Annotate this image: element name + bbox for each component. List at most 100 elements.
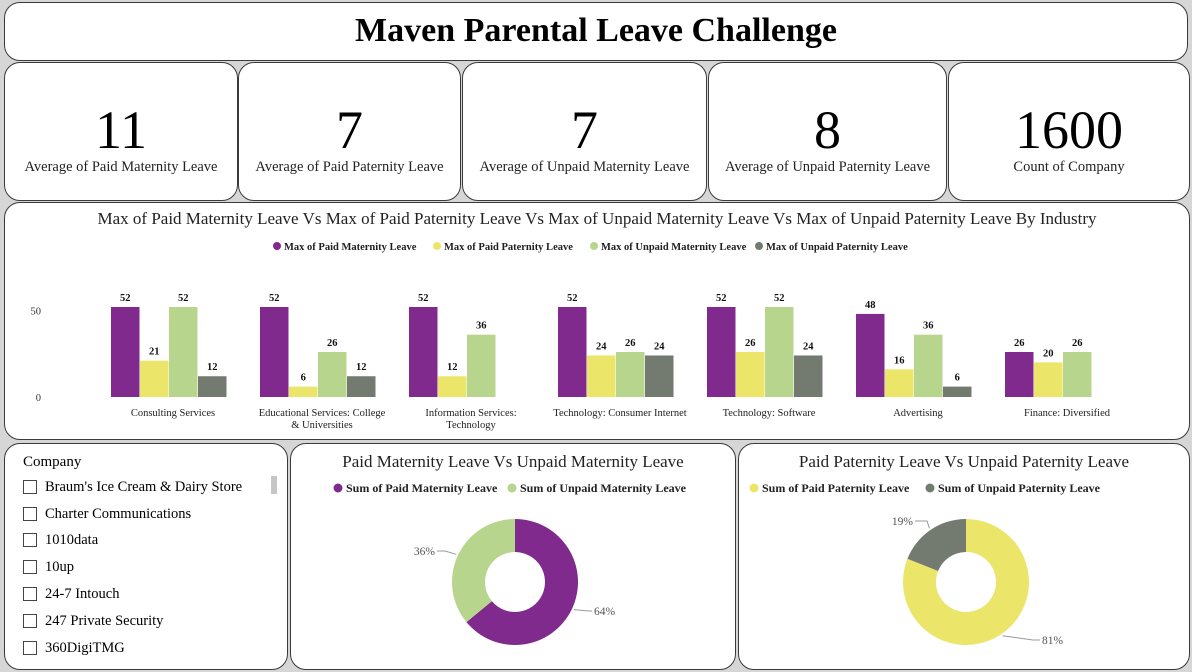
kpi-label: Average of Unpaid Paternity Leave bbox=[724, 159, 931, 175]
bar[interactable] bbox=[885, 369, 914, 397]
bar[interactable] bbox=[111, 307, 140, 397]
slicer-item[interactable]: 247 Private Security bbox=[23, 611, 163, 631]
slicer-item-label: 24-7 Intouch bbox=[45, 585, 120, 602]
bar[interactable] bbox=[409, 307, 438, 397]
data-label: 36 bbox=[923, 321, 934, 332]
slicer-item-label: Braum's Ice Cream & Dairy Store bbox=[45, 478, 243, 495]
x-tick-label: Information Services: Technology bbox=[425, 408, 516, 431]
data-label: 52 bbox=[269, 293, 280, 304]
bar[interactable] bbox=[943, 386, 972, 397]
bar[interactable] bbox=[794, 355, 823, 397]
kpi-value: 11 bbox=[95, 100, 147, 160]
bar[interactable] bbox=[1063, 352, 1092, 397]
donut-slice[interactable] bbox=[907, 519, 966, 571]
bar[interactable] bbox=[645, 355, 674, 397]
bar[interactable] bbox=[198, 376, 227, 397]
bar[interactable] bbox=[765, 307, 794, 397]
kpi-card-company-count: 1600 Count of Company bbox=[948, 62, 1190, 201]
kpi-label: Count of Company bbox=[1013, 159, 1125, 175]
slicer-item[interactable]: 10up bbox=[23, 557, 74, 577]
percent-label: 36% bbox=[414, 546, 436, 558]
bar[interactable] bbox=[616, 352, 645, 397]
slicer-item[interactable]: 360DigiTMG bbox=[23, 638, 125, 658]
legend-marker bbox=[749, 483, 759, 493]
slicer-title: Company bbox=[23, 454, 82, 470]
donut-slice[interactable] bbox=[466, 519, 578, 645]
slicer-scrollbar[interactable] bbox=[271, 476, 277, 494]
bar[interactable] bbox=[467, 334, 496, 397]
data-label: 12 bbox=[207, 362, 218, 373]
data-label: 52 bbox=[178, 293, 189, 304]
data-label: 24 bbox=[803, 341, 814, 352]
checkbox[interactable] bbox=[23, 533, 37, 547]
x-tick-label: Educational Services: College & Universit… bbox=[259, 408, 386, 431]
checkbox[interactable] bbox=[23, 480, 37, 494]
data-label: 26 bbox=[1072, 338, 1083, 349]
donut-title: Paid Maternity Leave Vs Unpaid Maternity… bbox=[342, 452, 684, 471]
donut-slice[interactable] bbox=[903, 519, 1029, 645]
slicer-item[interactable]: Braum's Ice Cream & Dairy Store bbox=[23, 477, 242, 497]
bar[interactable] bbox=[260, 307, 289, 397]
dashboard-title: Maven Parental Leave Challenge bbox=[355, 12, 837, 49]
bar[interactable] bbox=[169, 307, 198, 397]
slicer-item-label: 360DigiTMG bbox=[45, 639, 125, 656]
checkbox[interactable] bbox=[23, 507, 37, 521]
checkbox[interactable] bbox=[23, 641, 37, 655]
kpi-label: Average of Paid Paternity Leave bbox=[255, 159, 444, 175]
data-label: 52 bbox=[774, 293, 785, 304]
x-tick-label: Advertising bbox=[893, 408, 943, 419]
bar[interactable] bbox=[1034, 362, 1063, 397]
data-label: 12 bbox=[356, 362, 367, 373]
legend-label: Max of Unpaid Maternity Leave bbox=[601, 242, 747, 253]
checkbox[interactable] bbox=[23, 560, 37, 574]
donut-slice[interactable] bbox=[452, 519, 515, 623]
bar[interactable] bbox=[707, 307, 736, 397]
x-tick-label: Technology: Software bbox=[723, 408, 816, 419]
kpi-value: 8 bbox=[814, 100, 841, 160]
data-label: 52 bbox=[716, 293, 727, 304]
legend-label: Sum of Unpaid Paternity Leave bbox=[938, 481, 1101, 495]
data-label: 26 bbox=[745, 338, 756, 349]
legend-label: Sum of Paid Paternity Leave bbox=[762, 481, 910, 495]
legend-marker bbox=[755, 242, 763, 250]
data-label: 52 bbox=[120, 293, 131, 304]
data-label: 12 bbox=[447, 362, 458, 373]
checkbox[interactable] bbox=[23, 587, 37, 601]
slicer-item-label: 247 Private Security bbox=[45, 612, 164, 629]
slicer-item-label: 1010data bbox=[45, 531, 99, 548]
paternity-donut-panel: Paid Paternity Leave Vs Unpaid Paternity… bbox=[738, 443, 1190, 670]
leader-line bbox=[915, 520, 930, 529]
paternity-donut-chart: Sum of Paid Paternity Leave Sum of Unpaid… bbox=[749, 481, 1101, 647]
bar[interactable] bbox=[438, 376, 467, 397]
bar[interactable] bbox=[856, 313, 885, 397]
kpi-card-unpaid-paternity: 8 Average of Unpaid Paternity Leave bbox=[708, 62, 947, 201]
legend-marker bbox=[590, 242, 598, 250]
bar[interactable] bbox=[914, 334, 943, 397]
maternity-donut-chart: Sum of Paid Maternity Leave Sum of Unpaid… bbox=[333, 481, 687, 645]
bar[interactable] bbox=[289, 386, 318, 397]
y-tick-label: 0 bbox=[36, 393, 41, 404]
bar[interactable] bbox=[318, 352, 347, 397]
slicer-item[interactable]: 24-7 Intouch bbox=[23, 584, 120, 604]
bar[interactable] bbox=[736, 352, 765, 397]
kpi-card-unpaid-maternity: 7 Average of Unpaid Maternity Leave bbox=[462, 62, 707, 201]
maternity-donut-panel: Paid Maternity Leave Vs Unpaid Maternity… bbox=[290, 443, 736, 670]
slicer-item[interactable]: 1010data bbox=[23, 530, 98, 550]
percent-label: 64% bbox=[594, 606, 616, 618]
data-label: 16 bbox=[894, 355, 905, 366]
bar[interactable] bbox=[140, 360, 169, 397]
bar[interactable] bbox=[347, 376, 376, 397]
slicer-item[interactable]: Charter Communications bbox=[23, 504, 191, 524]
bar[interactable] bbox=[587, 355, 616, 397]
x-tick-label: Technology: Consumer Internet bbox=[553, 408, 686, 419]
company-slicer: Company Braum's Ice Cream & Dairy Store … bbox=[4, 443, 288, 670]
title-panel: Maven Parental Leave Challenge bbox=[4, 2, 1188, 61]
data-label: 6 bbox=[955, 373, 960, 384]
data-label: 36 bbox=[476, 321, 487, 332]
percent-label: 19% bbox=[892, 516, 914, 528]
x-tick-label: Finance: Diversified bbox=[1024, 408, 1111, 419]
data-label: 52 bbox=[567, 293, 578, 304]
checkbox[interactable] bbox=[23, 614, 37, 628]
bar[interactable] bbox=[558, 307, 587, 397]
bar[interactable] bbox=[1005, 352, 1034, 397]
